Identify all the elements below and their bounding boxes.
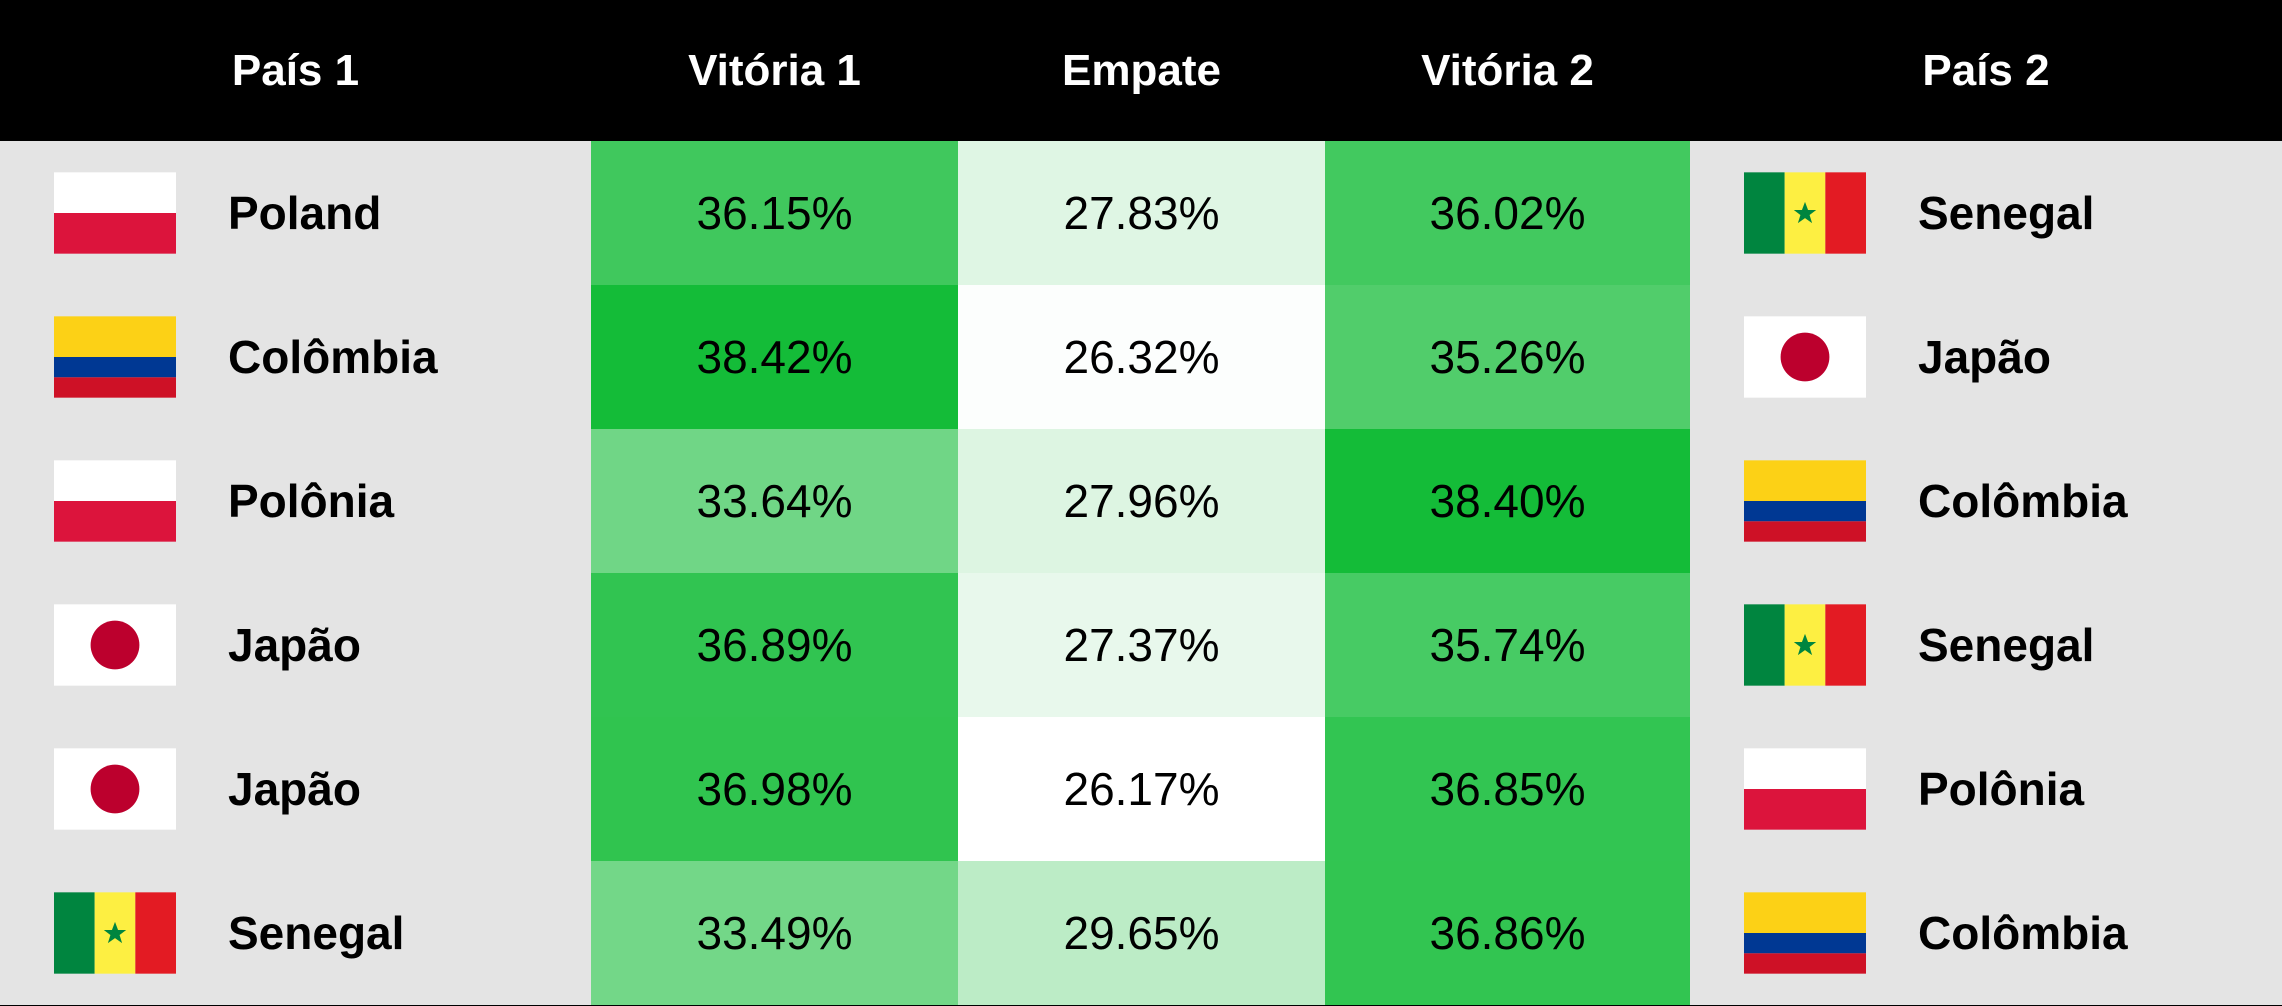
country-name: Colômbia	[1918, 475, 2128, 527]
percent-cell: 29.65%	[958, 861, 1325, 1005]
percent-cell: 26.32%	[958, 285, 1325, 429]
country-cell: Japão	[0, 573, 591, 717]
percent-cell: 36.98%	[591, 717, 958, 861]
country-cell: Colômbia	[1690, 429, 2282, 573]
flag	[1744, 748, 1866, 830]
country-cell: Senegal	[0, 861, 591, 1005]
flag	[1744, 172, 1866, 254]
flag	[1744, 316, 1866, 398]
country-cell: Senegal	[1690, 573, 2282, 717]
column-header: Empate	[958, 0, 1325, 141]
column-header: Vitória 2	[1325, 0, 1690, 141]
country-cell: Colômbia	[1690, 861, 2282, 1005]
percent-cell: 27.83%	[958, 141, 1325, 285]
country-name: Polônia	[228, 475, 395, 527]
country-cell: Colômbia	[0, 285, 591, 429]
country-cell: Japão	[1690, 285, 2282, 429]
percent-cell: 33.49%	[591, 861, 958, 1005]
flag	[54, 460, 176, 542]
country-cell: Polônia	[1690, 717, 2282, 861]
country-name: Colômbia	[228, 331, 438, 383]
percent-cell: 26.17%	[958, 717, 1325, 861]
percent-cell: 36.85%	[1325, 717, 1690, 861]
flag	[1744, 604, 1866, 686]
percent-cell: 38.42%	[591, 285, 958, 429]
country-name: Japão	[1918, 331, 2051, 383]
country-name: Polônia	[1918, 763, 2085, 815]
country-name: Senegal	[228, 907, 405, 959]
flag	[54, 316, 176, 398]
percent-cell: 35.26%	[1325, 285, 1690, 429]
country-name: Japão	[228, 619, 361, 671]
percent-cell: 27.96%	[958, 429, 1325, 573]
column-header: País 2	[1690, 0, 2282, 141]
flag	[1744, 460, 1866, 542]
country-name: Senegal	[1918, 187, 2095, 239]
column-header: Vitória 1	[591, 0, 958, 141]
flag	[54, 892, 176, 974]
country-cell: Poland	[0, 141, 591, 285]
percent-cell: 38.40%	[1325, 429, 1690, 573]
flag	[1744, 892, 1866, 974]
percent-cell: 36.02%	[1325, 141, 1690, 285]
country-name: Japão	[228, 763, 361, 815]
percent-cell: 36.86%	[1325, 861, 1690, 1005]
percent-cell: 35.74%	[1325, 573, 1690, 717]
flag	[54, 604, 176, 686]
flag	[54, 172, 176, 254]
percent-cell: 27.37%	[958, 573, 1325, 717]
country-cell: Polônia	[0, 429, 591, 573]
country-name: Colômbia	[1918, 907, 2128, 959]
country-name: Senegal	[1918, 619, 2095, 671]
percent-cell: 36.15%	[591, 141, 958, 285]
percent-cell: 33.64%	[591, 429, 958, 573]
country-cell: Japão	[0, 717, 591, 861]
column-header: País 1	[0, 0, 591, 141]
flag	[54, 748, 176, 830]
country-name: Poland	[228, 187, 382, 239]
percent-cell: 36.89%	[591, 573, 958, 717]
country-cell: Senegal	[1690, 141, 2282, 285]
